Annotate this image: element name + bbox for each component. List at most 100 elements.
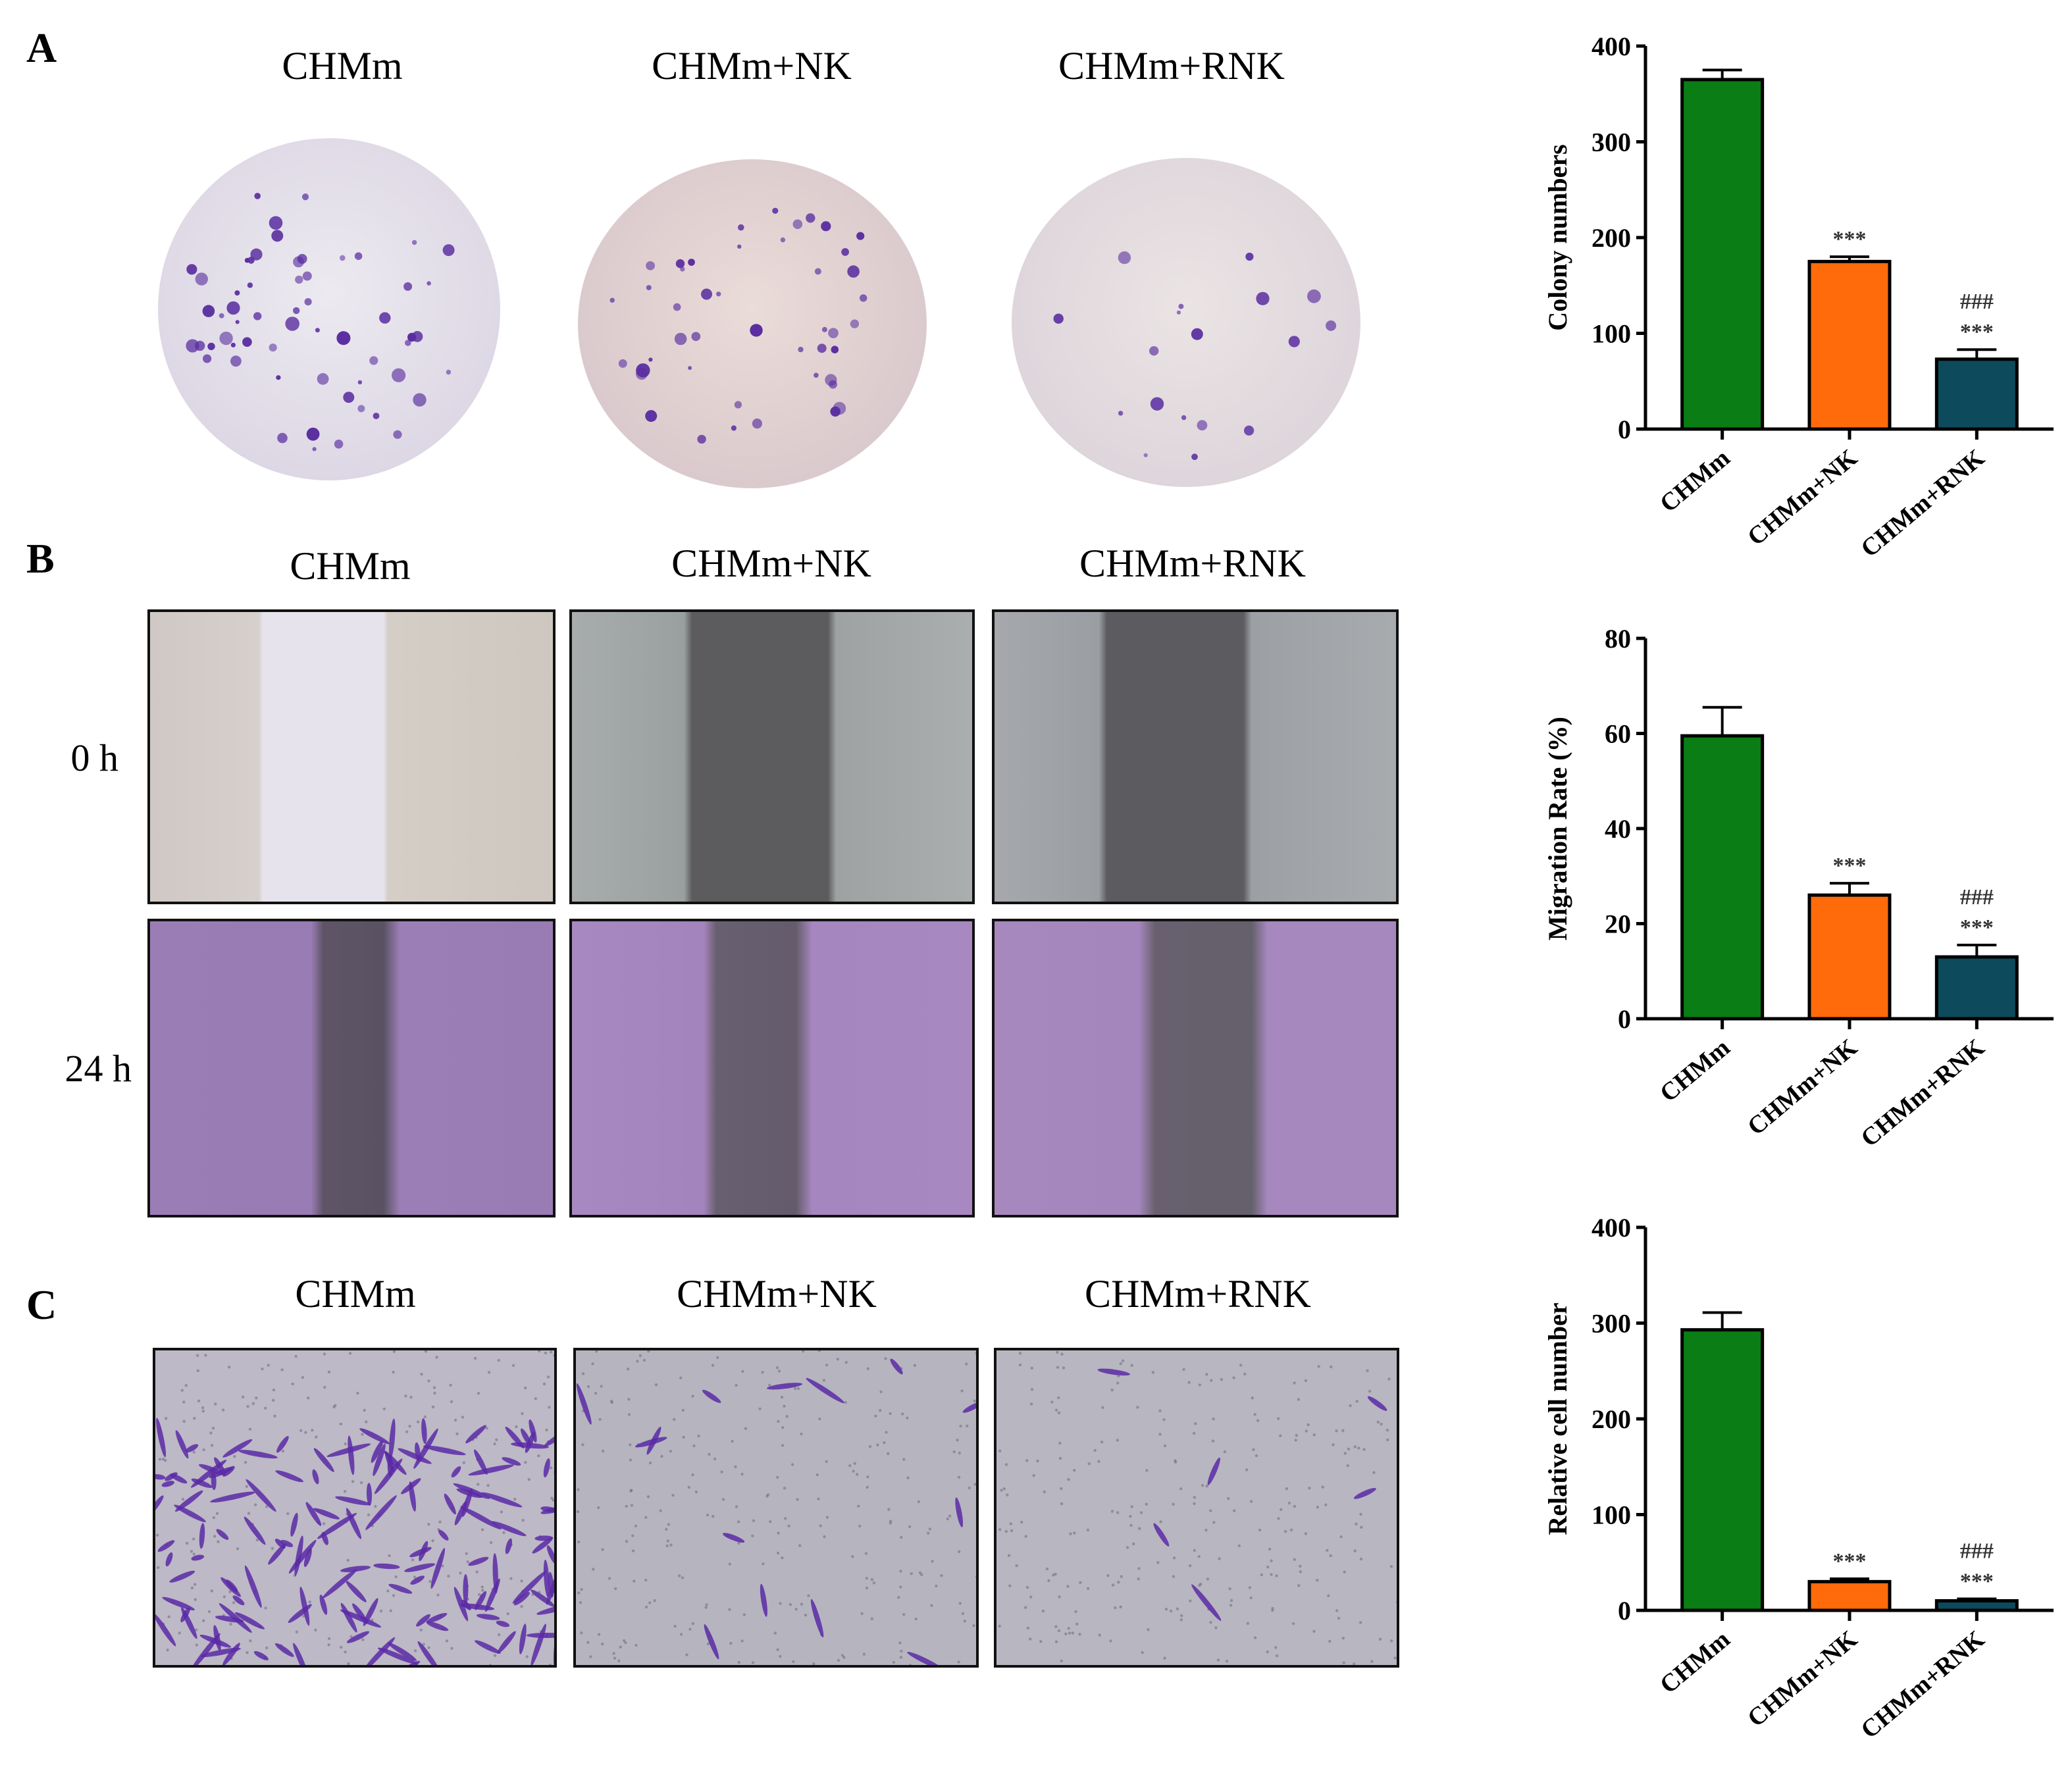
pore-dot	[781, 1556, 784, 1560]
significance-marker: ***	[1833, 227, 1867, 251]
pore-dot	[1058, 1456, 1062, 1460]
pore-dot	[1026, 1626, 1029, 1630]
colony-dot	[271, 230, 284, 242]
significance-marker: ###	[1960, 290, 1994, 314]
pore-dot	[1210, 1379, 1213, 1382]
pore-dot	[708, 1452, 711, 1456]
colony-dot	[691, 332, 701, 342]
pore-dot	[800, 1432, 803, 1436]
y-tick-label: 400	[1591, 1213, 1631, 1242]
migrated-cell	[704, 1624, 719, 1660]
migrated-cell	[492, 1553, 498, 1594]
pore-dot	[901, 1412, 904, 1416]
pore-dot	[245, 1485, 248, 1488]
pore-dot	[930, 1604, 933, 1607]
x-tick-label: CHMm+NK	[1742, 1033, 1863, 1140]
pore-dot	[1060, 1352, 1064, 1356]
pore-dot	[836, 1358, 839, 1361]
x-tick-label: CHMm+NK	[1742, 444, 1863, 551]
colony-dot	[1288, 336, 1300, 347]
pore-dot	[537, 1454, 540, 1458]
pore-dot	[497, 1358, 500, 1362]
pore-dot	[488, 1664, 492, 1665]
pore-dot	[555, 1485, 557, 1488]
pore-dot	[1151, 1371, 1155, 1374]
pore-dot	[1029, 1402, 1033, 1406]
migrated-cell	[388, 1418, 396, 1460]
migrated-cell	[371, 1440, 383, 1463]
colony-dot	[701, 288, 712, 300]
pore-dot	[630, 1504, 634, 1507]
pore-dot	[493, 1654, 497, 1657]
pore-dot	[802, 1350, 805, 1353]
pore-dot	[918, 1571, 922, 1574]
pore-dot	[1078, 1633, 1081, 1636]
pore-dot	[392, 1594, 396, 1597]
pore-dot	[1176, 1607, 1179, 1610]
pore-dot	[1366, 1369, 1369, 1372]
migrated-cell	[444, 1493, 456, 1515]
colony-dot	[446, 369, 452, 375]
pore-dot	[1126, 1546, 1129, 1549]
pore-dot	[404, 1395, 407, 1398]
pore-dot	[1312, 1433, 1316, 1437]
pore-dot	[1006, 1493, 1009, 1497]
pore-dot	[344, 1442, 347, 1446]
pore-dot	[520, 1605, 523, 1608]
pore-dot	[844, 1400, 847, 1404]
pore-dot	[1297, 1584, 1301, 1587]
colony-dot	[821, 221, 831, 232]
pore-dot	[1251, 1396, 1254, 1400]
pore-dot	[1287, 1501, 1291, 1505]
pore-dot	[731, 1439, 734, 1443]
pore-dot	[972, 1624, 975, 1627]
pore-dot	[1324, 1503, 1328, 1506]
pore-dot	[264, 1606, 267, 1610]
colony-dot	[1176, 310, 1181, 315]
pore-dot	[435, 1356, 438, 1359]
migrated-cell	[806, 1377, 844, 1404]
pore-dot	[1246, 1622, 1249, 1626]
pore-dot	[629, 1458, 633, 1462]
colony-dot	[254, 193, 261, 199]
pore-dot	[818, 1417, 821, 1421]
pore-dot	[1129, 1515, 1132, 1518]
pore-dot	[914, 1617, 918, 1621]
pore-dot	[349, 1635, 353, 1639]
pore-dot	[1362, 1448, 1366, 1451]
pore-dot	[304, 1431, 307, 1434]
bar-chart-colony: 0 100 200 300 400 Colony numbers CHMm CHMm+NK **…	[1543, 32, 2054, 563]
migrated-cell	[722, 1533, 745, 1543]
pore-dot	[1132, 1542, 1135, 1546]
migrated-cell	[275, 1470, 303, 1483]
pore-dot	[1198, 1383, 1202, 1387]
pore-dot	[1260, 1573, 1263, 1577]
pore-dot	[975, 1352, 976, 1355]
colony-dot	[1245, 252, 1254, 261]
pore-dot	[678, 1574, 681, 1577]
pore-dot	[1009, 1522, 1012, 1525]
pore-dot	[792, 1660, 795, 1664]
pore-dot	[1169, 1609, 1173, 1613]
pore-dot	[874, 1414, 877, 1418]
pore-dot	[1032, 1474, 1035, 1477]
pore-dot	[781, 1444, 785, 1447]
pore-dot	[1341, 1429, 1345, 1433]
migrated-cell	[174, 1504, 206, 1523]
pore-dot	[422, 1643, 425, 1646]
pore-dot	[1256, 1419, 1260, 1422]
pore-dot	[359, 1481, 363, 1485]
migrated-cell	[165, 1552, 173, 1567]
pore-dot	[817, 1350, 821, 1352]
pore-dot	[420, 1372, 423, 1376]
pore-dot	[1304, 1532, 1308, 1535]
colony-dot	[731, 425, 737, 431]
pore-dot	[524, 1386, 527, 1390]
colony-dot	[295, 275, 303, 284]
pore-dot	[858, 1524, 862, 1528]
pore-dot	[1253, 1636, 1257, 1639]
pore-dot	[392, 1370, 395, 1374]
colony-dot	[850, 319, 860, 328]
colony-dot	[674, 332, 687, 346]
colony-dot	[825, 374, 837, 386]
